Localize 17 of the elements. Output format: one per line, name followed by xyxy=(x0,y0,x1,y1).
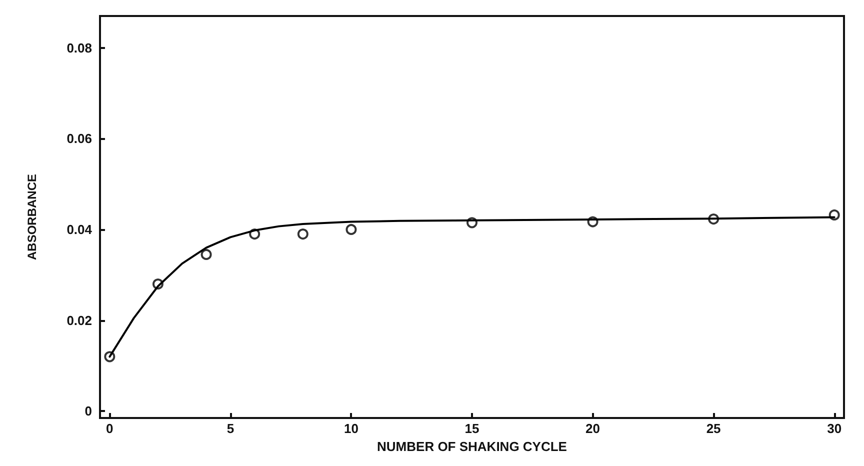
y-tick-label: 0 xyxy=(84,404,92,419)
x-tick-label: 25 xyxy=(706,421,721,436)
x-tick-label: 0 xyxy=(106,421,114,436)
point xyxy=(346,224,357,235)
x-tick-label: 15 xyxy=(464,421,480,436)
x-axis-title: NUMBER OF SHAKING CYCLE xyxy=(377,438,568,454)
x-tick-label: 20 xyxy=(586,421,600,436)
y-tick-label: 0.08 xyxy=(66,40,92,56)
y-tick-label: 0.06 xyxy=(66,131,92,146)
x-tick-label: 5 xyxy=(226,421,234,436)
x-tick-label: 30 xyxy=(827,421,842,436)
point xyxy=(200,248,212,260)
x-tick-label: 10 xyxy=(344,421,358,436)
y-axis-title: ABSORBANCE xyxy=(25,174,39,260)
y-tick-label: 0.02 xyxy=(66,312,92,328)
point xyxy=(297,228,308,240)
y-tick-label: 0.04 xyxy=(66,222,93,237)
